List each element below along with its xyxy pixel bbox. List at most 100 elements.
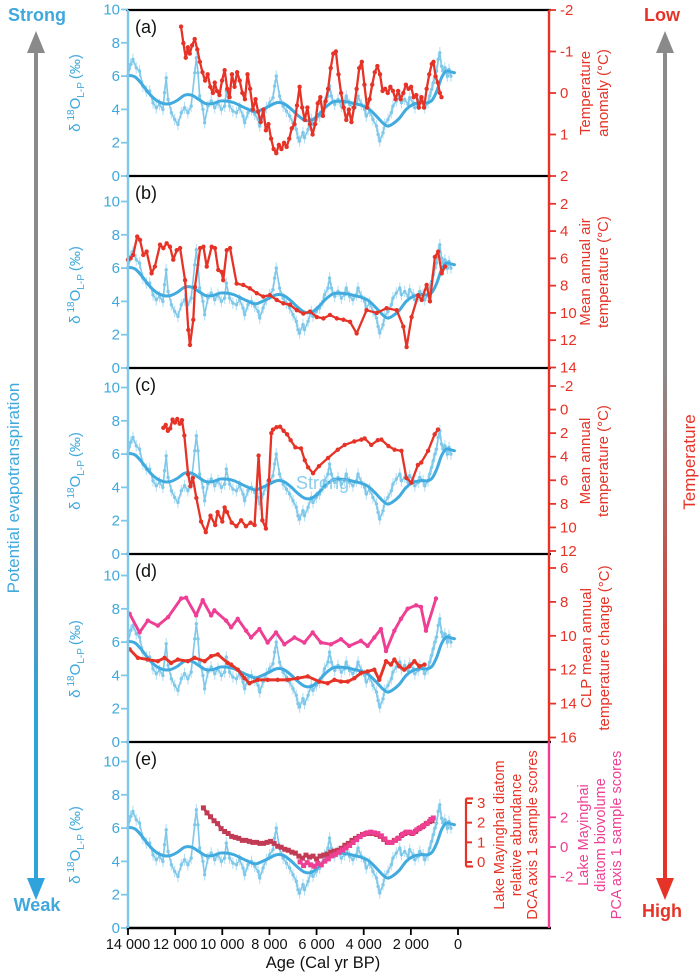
left-axis-tick-label: 0: [112, 360, 120, 377]
dca-scale-tick-label: 3: [477, 795, 485, 812]
right-axis-tick-label: 14: [560, 360, 577, 377]
x-axis-tick-label: 2 000: [393, 937, 429, 953]
d18o-axis-title-b: δ 18OL-P (‰): [65, 246, 87, 324]
right-axis-tick-label: 6: [560, 560, 568, 577]
x-axis-tick-label: 6 000: [298, 937, 334, 953]
panel-b-letter: (b): [135, 183, 157, 203]
dca-scale-tick-label: 0: [477, 854, 485, 871]
right-axis-title-a: Temperature anomaly (°C): [577, 49, 612, 137]
left-scale-strong-label: Strong: [8, 5, 66, 25]
left-axis-tick-label: 0: [112, 920, 120, 937]
right-axis-tick-label: 12: [560, 332, 577, 349]
left-axis-tick-label: 8: [112, 413, 120, 430]
series-markers-a-0: [178, 24, 444, 156]
right-axis-tick-label: 2: [560, 809, 568, 826]
right-axis-tick-label: 6: [560, 250, 568, 267]
right-axis-tick-label: 8: [560, 278, 568, 295]
d18o-axis-title-a: δ 18OL-P (‰): [65, 54, 87, 132]
left-axis-tick-label: 10: [103, 2, 120, 19]
temperature-axis-title: Temperature: [680, 414, 699, 510]
left-axis-tick-label: 10: [103, 194, 120, 211]
panel-c-strong-annotation: Strong: [296, 473, 350, 493]
potential-evapotranspiration-axis-title: Potential evapotranspiration: [4, 382, 23, 594]
d18o-markers-d: [126, 617, 453, 709]
right-axis-tick-label: 8: [560, 496, 568, 513]
left-axis-tick-label: 6: [112, 446, 120, 463]
left-axis-tick-label: 8: [112, 227, 120, 244]
x-axis-title: Age (Cal yr BP): [265, 954, 381, 972]
left-axis-tick-label: 8: [112, 787, 120, 804]
right-axis-tick-label: 10: [560, 519, 577, 536]
d18o-series-d: [127, 617, 452, 708]
left-axis-tick-label: 0: [112, 546, 120, 563]
x-axis-tick-label: 10 000: [200, 937, 244, 953]
right-scale-low-label: Low: [644, 5, 680, 25]
left-axis-tick-label: 10: [103, 380, 120, 397]
d18o-axis-title-e: δ 18OL-P (‰): [65, 806, 87, 884]
right-axis-tick-label: 8: [560, 594, 568, 611]
arrow-up-icon: [656, 31, 674, 53]
right-scale-high-label: High: [642, 901, 682, 921]
d18o-axis-title-d: δ 18OL-P (‰): [65, 620, 87, 698]
panel-e-letter: (e): [135, 749, 157, 769]
d18o-axis-title-c: δ 18OL-P (‰): [65, 432, 87, 510]
right-axis-tick-label: 16: [560, 730, 577, 747]
d18o-smooth-e: [126, 821, 456, 880]
right-axis-tick-label: 2: [560, 425, 568, 442]
right-axis-tick-label: -2: [560, 869, 573, 886]
right-axis-tick-label: 10: [560, 628, 577, 645]
dca-scale-tick-label: 2: [477, 815, 485, 832]
arrow-up-icon: [27, 31, 45, 53]
left-axis-tick-label: 4: [112, 293, 120, 310]
left-axis-tick-label: 4: [112, 101, 120, 118]
left-axis-tick-label: 6: [112, 260, 120, 277]
x-axis-tick-label: 0: [454, 937, 462, 953]
right-axis-tick-label: 1: [560, 127, 568, 144]
left-axis-tick-label: 4: [112, 667, 120, 684]
left-axis-tick-label: 10: [103, 754, 120, 771]
right-axis-tick-label: 2: [560, 196, 568, 213]
right-axis-tick-label: 6: [560, 472, 568, 489]
left-axis-tick-label: 2: [112, 887, 120, 904]
right-axis-tick-label: 12: [560, 543, 577, 560]
series-markers-e-1: [297, 815, 436, 869]
left-axis-tick-label: 0: [112, 734, 120, 751]
right-axis-title-b: Mean annual air temperature (°C): [577, 216, 612, 328]
left-axis-tick-label: 6: [112, 820, 120, 837]
panel-d-letter: (d): [135, 561, 157, 581]
d18o-markers-b: [126, 243, 453, 335]
left-axis-tick-label: 0: [112, 168, 120, 185]
right-axis-tick-label: -2: [560, 2, 573, 19]
dca-scale-tick-label: 1: [477, 834, 485, 851]
temperature-arrow-shaft: [663, 52, 667, 880]
panel-a-letter: (a): [135, 17, 157, 37]
arrow-down-icon: [27, 878, 45, 900]
left-axis-tick-label: 2: [112, 327, 120, 344]
right-axis-tick-label: -2: [560, 378, 573, 395]
series-markers-d-0: [127, 647, 427, 686]
right-axis-tick-label: -1: [560, 44, 573, 61]
series-markers-d-1: [127, 595, 439, 654]
x-axis-tick-label: 12 000: [153, 937, 197, 953]
x-axis-tick-label: 4 000: [346, 937, 382, 953]
right-axis-tick-label: 0: [560, 402, 568, 419]
left-axis-tick-label: 6: [112, 634, 120, 651]
series-markers-c-0: [161, 416, 441, 535]
right-axis-title-c: Mean annual temperature (°C): [577, 405, 612, 517]
left-axis-tick-label: 10: [103, 568, 120, 585]
panel-c-letter: (c): [135, 375, 156, 395]
left-axis-tick-label: 8: [112, 601, 120, 618]
d18o-error-bars-d: [127, 612, 452, 713]
x-axis-tick-label: 14 000: [106, 937, 150, 953]
right-axis-tick-label: 0: [560, 839, 568, 856]
x-axis-tick-label: 8 000: [251, 937, 287, 953]
right-axis-tick-label: 0: [560, 85, 568, 102]
right-axis-title-d: CLP mean annual temperature change (°C): [578, 565, 613, 731]
right-axis-title-e-pca: Lake Mayinghai diatom biovolume PCA axis…: [576, 750, 626, 920]
left-axis-tick-label: 6: [112, 68, 120, 85]
left-axis-tick-label: 4: [112, 479, 120, 496]
d18o-smooth-a: [126, 69, 456, 128]
evapotranspiration-arrow-shaft: [34, 52, 38, 880]
d18o-markers-c: [126, 429, 453, 521]
